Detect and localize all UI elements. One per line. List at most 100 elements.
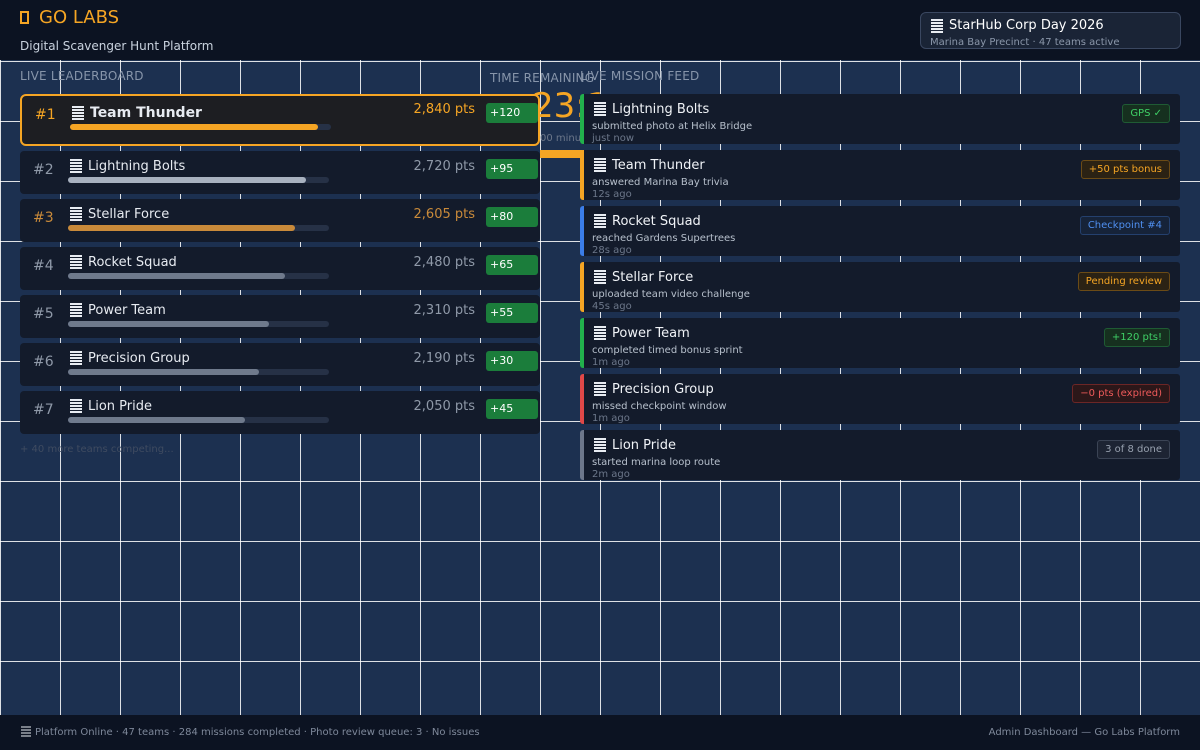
- timer-label: TIME REMAINING: [490, 71, 595, 85]
- feed-team: Rocket Squad: [612, 214, 701, 229]
- progress-track: [68, 321, 329, 327]
- rank: #2: [33, 162, 54, 178]
- feed-item[interactable]: Rocket Squad reached Gardens Supertrees 28…: [580, 206, 1180, 256]
- feed-time: 1m ago: [592, 357, 630, 368]
- leaderboard-row[interactable]: #5 Power Team 2,310 pts +55: [20, 295, 540, 338]
- feed-action: missed checkpoint window: [592, 401, 727, 412]
- team-name: Stellar Force: [88, 207, 170, 222]
- feed-team: Lion Pride: [612, 438, 676, 453]
- feed-team: Precision Group: [612, 382, 714, 397]
- feed-time: 28s ago: [592, 245, 632, 256]
- feed-action: uploaded team video challenge: [592, 289, 750, 300]
- team-name: Team Thunder: [90, 105, 202, 121]
- team-name: Lightning Bolts: [88, 159, 186, 174]
- leaderboard-row[interactable]: #7 Lion Pride 2,050 pts +45: [20, 391, 540, 434]
- score-delta: +95: [486, 159, 538, 179]
- leaderboard-label: LIVE LEADERBOARD: [20, 69, 144, 83]
- rank: #1: [35, 107, 56, 123]
- feed-action: completed timed bonus sprint: [592, 345, 743, 356]
- timer-sub: 00 minu: [540, 133, 582, 144]
- feed-badge: +50 pts bonus: [1080, 160, 1170, 179]
- feed-item[interactable]: Lightning Bolts submitted photo at Helix …: [580, 94, 1180, 144]
- progress-track: [68, 225, 329, 231]
- rank: #4: [33, 258, 54, 274]
- feed-action: started marina loop route: [592, 457, 721, 468]
- progress-bar: [70, 124, 318, 130]
- feed-time: 12s ago: [592, 189, 632, 200]
- points: 2,190 pts: [413, 351, 475, 366]
- header: GO LABS Digital Scavenger Hunt Platform …: [0, 0, 1200, 60]
- feed-team: Team Thunder: [612, 158, 705, 173]
- progress-bar: [68, 225, 296, 231]
- feed-badge: Pending review: [1077, 272, 1170, 291]
- progress-bar: [68, 417, 246, 423]
- progress-bar: [68, 321, 269, 327]
- points: 2,605 pts: [413, 207, 475, 222]
- rank: #6: [33, 354, 54, 370]
- logo-text: GO LABS: [39, 7, 120, 28]
- feed-item[interactable]: Team Thunder answered Marina Bay trivia 12…: [580, 150, 1180, 200]
- feed-time: 1m ago: [592, 413, 630, 424]
- rank: #7: [33, 402, 54, 418]
- progress-track: [68, 369, 329, 375]
- event-meta: Marina Bay Precinct · 47 teams active: [930, 37, 1120, 48]
- subtitle: Digital Scavenger Hunt Platform: [20, 39, 214, 53]
- leaderboard-row[interactable]: #4 Rocket Squad 2,480 pts +65: [20, 247, 540, 290]
- feed-time: just now: [592, 133, 635, 144]
- progress-track: [68, 273, 329, 279]
- progress-track: [68, 417, 329, 423]
- score-delta: +80: [486, 207, 538, 227]
- points: 2,050 pts: [413, 399, 475, 414]
- feed-item[interactable]: Precision Group missed checkpoint window 1…: [580, 374, 1180, 424]
- feed-time: 45s ago: [592, 301, 632, 312]
- feed-item[interactable]: Lion Pride started marina loop route 2m ag…: [580, 430, 1180, 480]
- score-delta: +30: [486, 351, 538, 371]
- event-title: StarHub Corp Day 2026: [949, 18, 1104, 33]
- feed-team: Lightning Bolts: [612, 102, 710, 117]
- points: 2,480 pts: [413, 255, 475, 270]
- feed-badge: +120 pts!: [1103, 328, 1170, 347]
- team-name: Power Team: [88, 303, 166, 318]
- score-delta: +65: [486, 255, 538, 275]
- points: 2,840 pts: [413, 102, 475, 117]
- feed-team: Power Team: [612, 326, 690, 341]
- feed-badge: −0 pts (expired): [1072, 384, 1170, 403]
- leaderboard-row[interactable]: #2 Lightning Bolts 2,720 pts +95: [20, 151, 540, 194]
- feed-badge: GPS ✓: [1122, 104, 1170, 123]
- feed-badge: 3 of 8 done: [1097, 440, 1170, 459]
- progress-bar: [68, 369, 259, 375]
- event-box[interactable]: StarHub Corp Day 2026 Marina Bay Precinc…: [920, 12, 1181, 49]
- score-delta: +120: [486, 103, 538, 123]
- team-name: Precision Group: [88, 351, 190, 366]
- logo: GO LABS: [20, 7, 119, 28]
- feed-item[interactable]: Power Team completed timed bonus sprint 1m…: [580, 318, 1180, 368]
- progress-track: [68, 177, 329, 183]
- more-teams: + 40 more teams competing...: [20, 444, 174, 455]
- progress-bar: [68, 273, 285, 279]
- rank: #5: [33, 306, 54, 322]
- points: 2,310 pts: [413, 303, 475, 318]
- feed-label: LIVE MISSION FEED: [580, 69, 700, 83]
- feed-team: Stellar Force: [612, 270, 694, 285]
- leaderboard-row[interactable]: #6 Precision Group 2,190 pts +30: [20, 343, 540, 386]
- leaderboard-row[interactable]: #1 Team Thunder 2,840 pts +120: [20, 94, 540, 146]
- feed-action: submitted photo at Helix Bridge: [592, 121, 753, 132]
- feed-action: answered Marina Bay trivia: [592, 177, 729, 188]
- feed-action: reached Gardens Supertrees: [592, 233, 736, 244]
- footer: Platform Online · 47 teams · 284 mission…: [0, 715, 1200, 750]
- progress-track: [70, 124, 331, 130]
- feed-item[interactable]: Stellar Force uploaded team video challen…: [580, 262, 1180, 312]
- progress-bar: [68, 177, 306, 183]
- team-name: Rocket Squad: [88, 255, 177, 270]
- feed-badge: Checkpoint #4: [1079, 216, 1170, 235]
- footer-right: Admin Dashboard — Go Labs Platform: [988, 727, 1180, 738]
- team-name: Lion Pride: [88, 399, 152, 414]
- points: 2,720 pts: [413, 159, 475, 174]
- score-delta: +45: [486, 399, 538, 419]
- score-delta: +55: [486, 303, 538, 323]
- leaderboard-row[interactable]: #3 Stellar Force 2,605 pts +80: [20, 199, 540, 242]
- footer-status: Platform Online · 47 teams · 284 mission…: [35, 727, 480, 738]
- feed-time: 2m ago: [592, 469, 630, 480]
